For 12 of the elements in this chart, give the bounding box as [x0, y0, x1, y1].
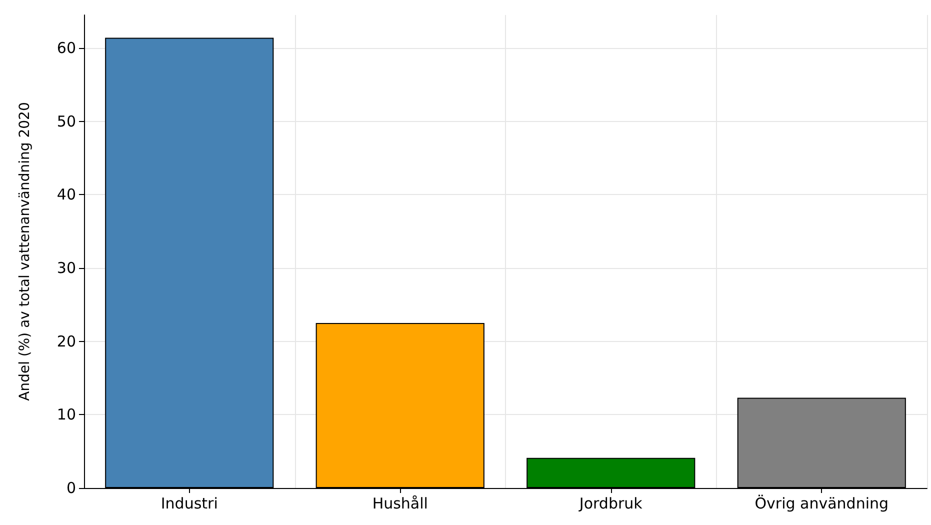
y-tick-label: 10: [56, 406, 76, 424]
y-tick-label: 0: [66, 479, 76, 497]
x-tick-label: Hushåll: [372, 494, 428, 512]
x-tick-label: Industri: [160, 494, 218, 512]
y-tick-label: 20: [56, 332, 76, 350]
y-tick-label: 40: [56, 186, 76, 204]
y-tick-label: 50: [56, 112, 76, 130]
x-tick-label: Jordbruk: [578, 494, 643, 512]
x-tick-label: Övrig användning: [754, 494, 889, 512]
y-tick-label: 30: [56, 259, 76, 277]
y-tick-label: 60: [56, 39, 76, 57]
y-axis-title: Andel (%) av total vattenanvändning 2020: [17, 102, 33, 401]
